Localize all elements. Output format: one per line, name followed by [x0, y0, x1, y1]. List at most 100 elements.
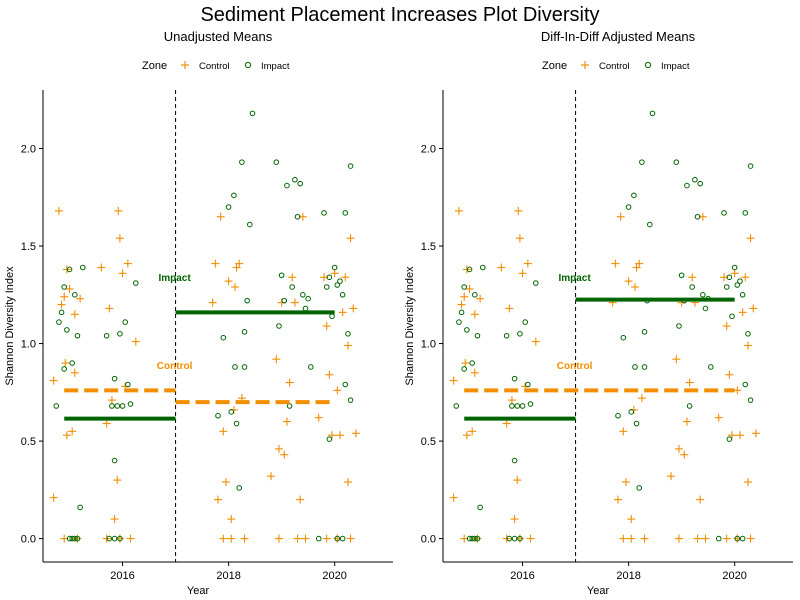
control-point — [219, 534, 228, 543]
impact-point — [726, 436, 733, 442]
control-point — [507, 396, 516, 405]
impact-point — [127, 401, 134, 407]
control-point — [751, 429, 760, 438]
impact-point — [625, 204, 632, 210]
control-annotation: Control — [557, 361, 593, 372]
control-point — [515, 234, 524, 243]
legend: Zone Control Impact — [142, 60, 290, 72]
impact-point — [111, 535, 118, 542]
control-point — [115, 234, 124, 243]
control-point — [457, 300, 466, 309]
control-point — [470, 310, 479, 319]
control-point — [123, 259, 132, 268]
control-point — [722, 322, 731, 330]
impact-point — [514, 403, 521, 409]
impact-point — [294, 213, 301, 220]
impact-point — [225, 204, 232, 210]
impact-point — [77, 504, 83, 511]
impact-point — [519, 403, 526, 409]
impact-point — [678, 272, 685, 279]
control-point — [454, 206, 463, 215]
control-point — [743, 478, 752, 487]
control-point — [730, 269, 739, 278]
impact-point — [72, 291, 78, 298]
legend: Zone Control Impact — [542, 60, 690, 72]
impact-point — [472, 291, 478, 298]
impact-point — [79, 264, 86, 271]
control-point — [701, 534, 710, 543]
impact-point — [64, 327, 70, 333]
impact-point — [58, 309, 65, 316]
control-point — [685, 378, 694, 387]
impact-point — [342, 381, 349, 388]
impact-annotation: Impact — [158, 273, 191, 284]
impact-point — [477, 504, 483, 511]
impact-point — [125, 381, 131, 388]
impact-point — [284, 182, 290, 189]
impact-point — [466, 535, 473, 542]
impact-point — [302, 305, 309, 312]
legend-impact-label: Impact — [661, 61, 690, 72]
impact-point — [323, 284, 330, 290]
x-tick-label: 2016 — [110, 570, 134, 582]
control-point — [682, 417, 691, 426]
control-point — [619, 534, 628, 543]
control-point — [110, 515, 119, 524]
control-point — [224, 277, 233, 286]
impact-point — [347, 163, 354, 169]
control-point — [118, 269, 127, 278]
control-point — [322, 322, 331, 330]
figure-title: Sediment Placement Increases Plot Divers… — [200, 4, 599, 26]
y-tick-label: 1.0 — [421, 339, 436, 351]
x-tick-label: 2018 — [216, 570, 240, 582]
control-point — [346, 234, 355, 243]
control-point — [211, 259, 220, 268]
panel-diff-in-diff-adjusted-means: Diff-In-Diff Adjusted Means Zone Control Im… — [404, 29, 793, 597]
x-axis-label: Year — [587, 585, 610, 597]
y-tick-label: 0.0 — [421, 534, 436, 546]
control-point — [282, 417, 291, 426]
impact-point — [53, 403, 60, 409]
control-point — [627, 515, 636, 524]
control-point — [630, 282, 639, 291]
legend-title: Zone — [142, 60, 167, 72]
impact-point — [244, 297, 250, 304]
impact-point — [689, 284, 696, 290]
impact-point — [66, 266, 73, 273]
control-point — [738, 308, 747, 317]
control-point — [510, 515, 519, 524]
control-point — [741, 273, 750, 282]
y-tick-label: 1.0 — [21, 339, 36, 351]
impact-point — [342, 210, 349, 216]
control-point — [68, 427, 77, 436]
impact-point — [61, 284, 68, 290]
control-point — [693, 534, 702, 543]
x-tick-label: 2020 — [722, 570, 746, 582]
impact-point — [231, 192, 237, 199]
impact-point — [474, 332, 481, 339]
control-point — [611, 259, 620, 268]
control-point — [335, 431, 344, 440]
control-point — [102, 419, 111, 428]
legend-impact-marker — [644, 61, 652, 69]
impact-point — [247, 221, 253, 228]
control-point — [523, 259, 532, 268]
impact-point — [119, 403, 126, 409]
impact-point — [694, 213, 701, 220]
impact-point — [347, 397, 354, 403]
impact-point — [66, 535, 73, 542]
impact-point — [692, 176, 698, 183]
impact-point — [715, 535, 722, 542]
control-point — [274, 534, 283, 543]
x-tick-label: 2018 — [616, 570, 640, 582]
impact-point — [641, 329, 648, 335]
impact-point — [339, 291, 346, 298]
impact-point — [308, 364, 314, 370]
control-point — [449, 376, 458, 385]
control-point — [240, 534, 249, 543]
control-point — [637, 394, 646, 403]
control-point — [462, 431, 471, 440]
control-point — [227, 534, 236, 543]
impact-point — [517, 331, 523, 337]
impact-point — [461, 284, 468, 290]
